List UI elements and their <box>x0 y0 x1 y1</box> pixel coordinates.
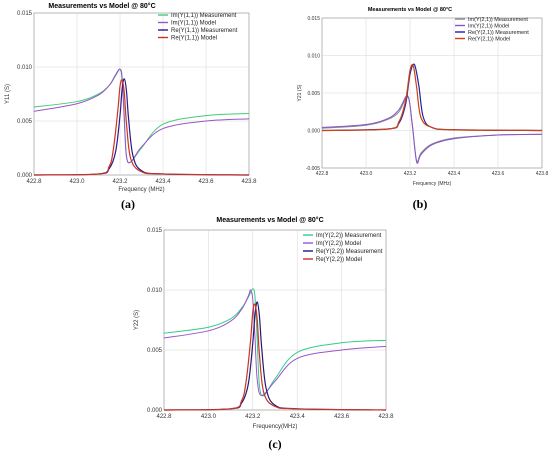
legend-label: Im(Y(1,1)) Model <box>171 21 216 27</box>
x-tick-label: 423.0 <box>360 171 373 177</box>
y-tick-label: 0.015 <box>147 228 163 234</box>
x-axis-label: Frequency (MHz) <box>413 181 452 187</box>
x-tick-label: 423.4 <box>448 171 461 177</box>
panel-b: Measurements vs Model @ 80°C 422.8 423.0 4… <box>297 7 548 211</box>
legend-label: Re(Y(1,1)) Model <box>171 36 217 42</box>
y-axis-label: Y22 (S) <box>134 310 140 330</box>
x-tick-label: 423.6 <box>198 179 214 185</box>
y-tick-label: 0.005 <box>147 348 163 354</box>
x-tick-label: 423.2 <box>112 179 128 185</box>
legend-label: Re(Y(1,1)) Measurement <box>171 28 238 34</box>
x-tick-label: 423.2 <box>245 414 261 420</box>
series-line <box>163 301 387 411</box>
chart-title: Measurements vs Model @ 80°C <box>48 2 155 10</box>
y-tick-label: 0.010 <box>307 54 320 60</box>
x-tick-label: 423.0 <box>69 179 85 185</box>
y-tick-label: 0.010 <box>147 288 163 294</box>
x-tick-label: 422.8 <box>316 171 329 177</box>
x-tick-label: 423.6 <box>492 171 505 177</box>
panel-a: Measurements vs Model @ 80°C 422.8 423.0 4… <box>5 2 257 211</box>
legend-label: Re(Y(2,2)) Measurement <box>316 249 383 255</box>
x-axis-label: Frequency(MHz) <box>253 424 298 430</box>
series-line <box>163 289 387 397</box>
legend-label: Im(Y(1,1)) Measurement <box>171 13 237 19</box>
panel-caption: (b) <box>413 197 428 211</box>
y-tick-label: 0.000 <box>147 408 163 414</box>
y-tick-label: 0.010 <box>17 65 33 71</box>
y-axis-label: Y21 (S) <box>297 84 303 101</box>
legend-label: Re(Y(2,2)) Model <box>316 257 362 263</box>
legend-label: Im(Y(2,1)) Measurement <box>468 17 528 23</box>
legend-label: Im(Y(2,2)) Measurement <box>316 233 382 239</box>
series-line <box>321 64 543 132</box>
x-tick-label: 423.8 <box>378 414 394 420</box>
legend-label: Re(Y(2,1)) Model <box>468 37 510 43</box>
legend: Im(Y(2,2)) Measurement Im(Y(2,2)) Model Re… <box>303 233 383 263</box>
x-tick-label: 423.8 <box>241 179 257 185</box>
x-tick-label: 423.6 <box>334 414 350 420</box>
chart-title: Measurements vs Model @ 80°C <box>216 216 323 224</box>
x-tick-label: 423.2 <box>404 171 417 177</box>
x-tick-label: 423.4 <box>290 414 306 420</box>
y-tick-label: -0.005 <box>306 166 320 172</box>
y-tick-label: 0.000 <box>17 173 33 179</box>
y-tick-label: 0.005 <box>307 91 320 97</box>
series-line <box>33 78 250 176</box>
series-line <box>321 95 543 164</box>
legend-label: Im(Y(2,1)) Model <box>468 24 509 30</box>
y-axis-label: Y11 (S) <box>5 84 11 104</box>
series-line <box>163 288 387 397</box>
panel-caption: (a) <box>121 197 135 211</box>
plot-area <box>163 229 387 411</box>
legend-label: Im(Y(2,2)) Model <box>316 241 361 247</box>
y-tick-label: 0.015 <box>17 11 33 17</box>
y-tick-label: 0.005 <box>17 119 33 125</box>
series-line <box>163 303 387 411</box>
x-tick-label: 423.4 <box>155 179 171 185</box>
y-tick-label: 0.015 <box>307 16 320 22</box>
y-tick-label: 0.000 <box>307 129 320 135</box>
chart-title: Measurements vs Model @ 80°C <box>368 7 452 13</box>
x-tick-label: 423.8 <box>536 171 549 177</box>
panel-caption: (c) <box>268 437 281 451</box>
x-axis-label: Frequency (MHz) <box>118 187 164 193</box>
panel-c: Measurements vs Model @ 80°C 422.8 423.0 4… <box>134 216 394 451</box>
series-line <box>33 68 250 164</box>
series-line <box>33 79 250 176</box>
x-tick-label: 422.8 <box>26 179 42 185</box>
x-tick-label: 422.8 <box>156 414 172 420</box>
legend-label: Re(Y(2,1)) Measurement <box>468 30 529 36</box>
x-tick-label: 423.0 <box>201 414 217 420</box>
